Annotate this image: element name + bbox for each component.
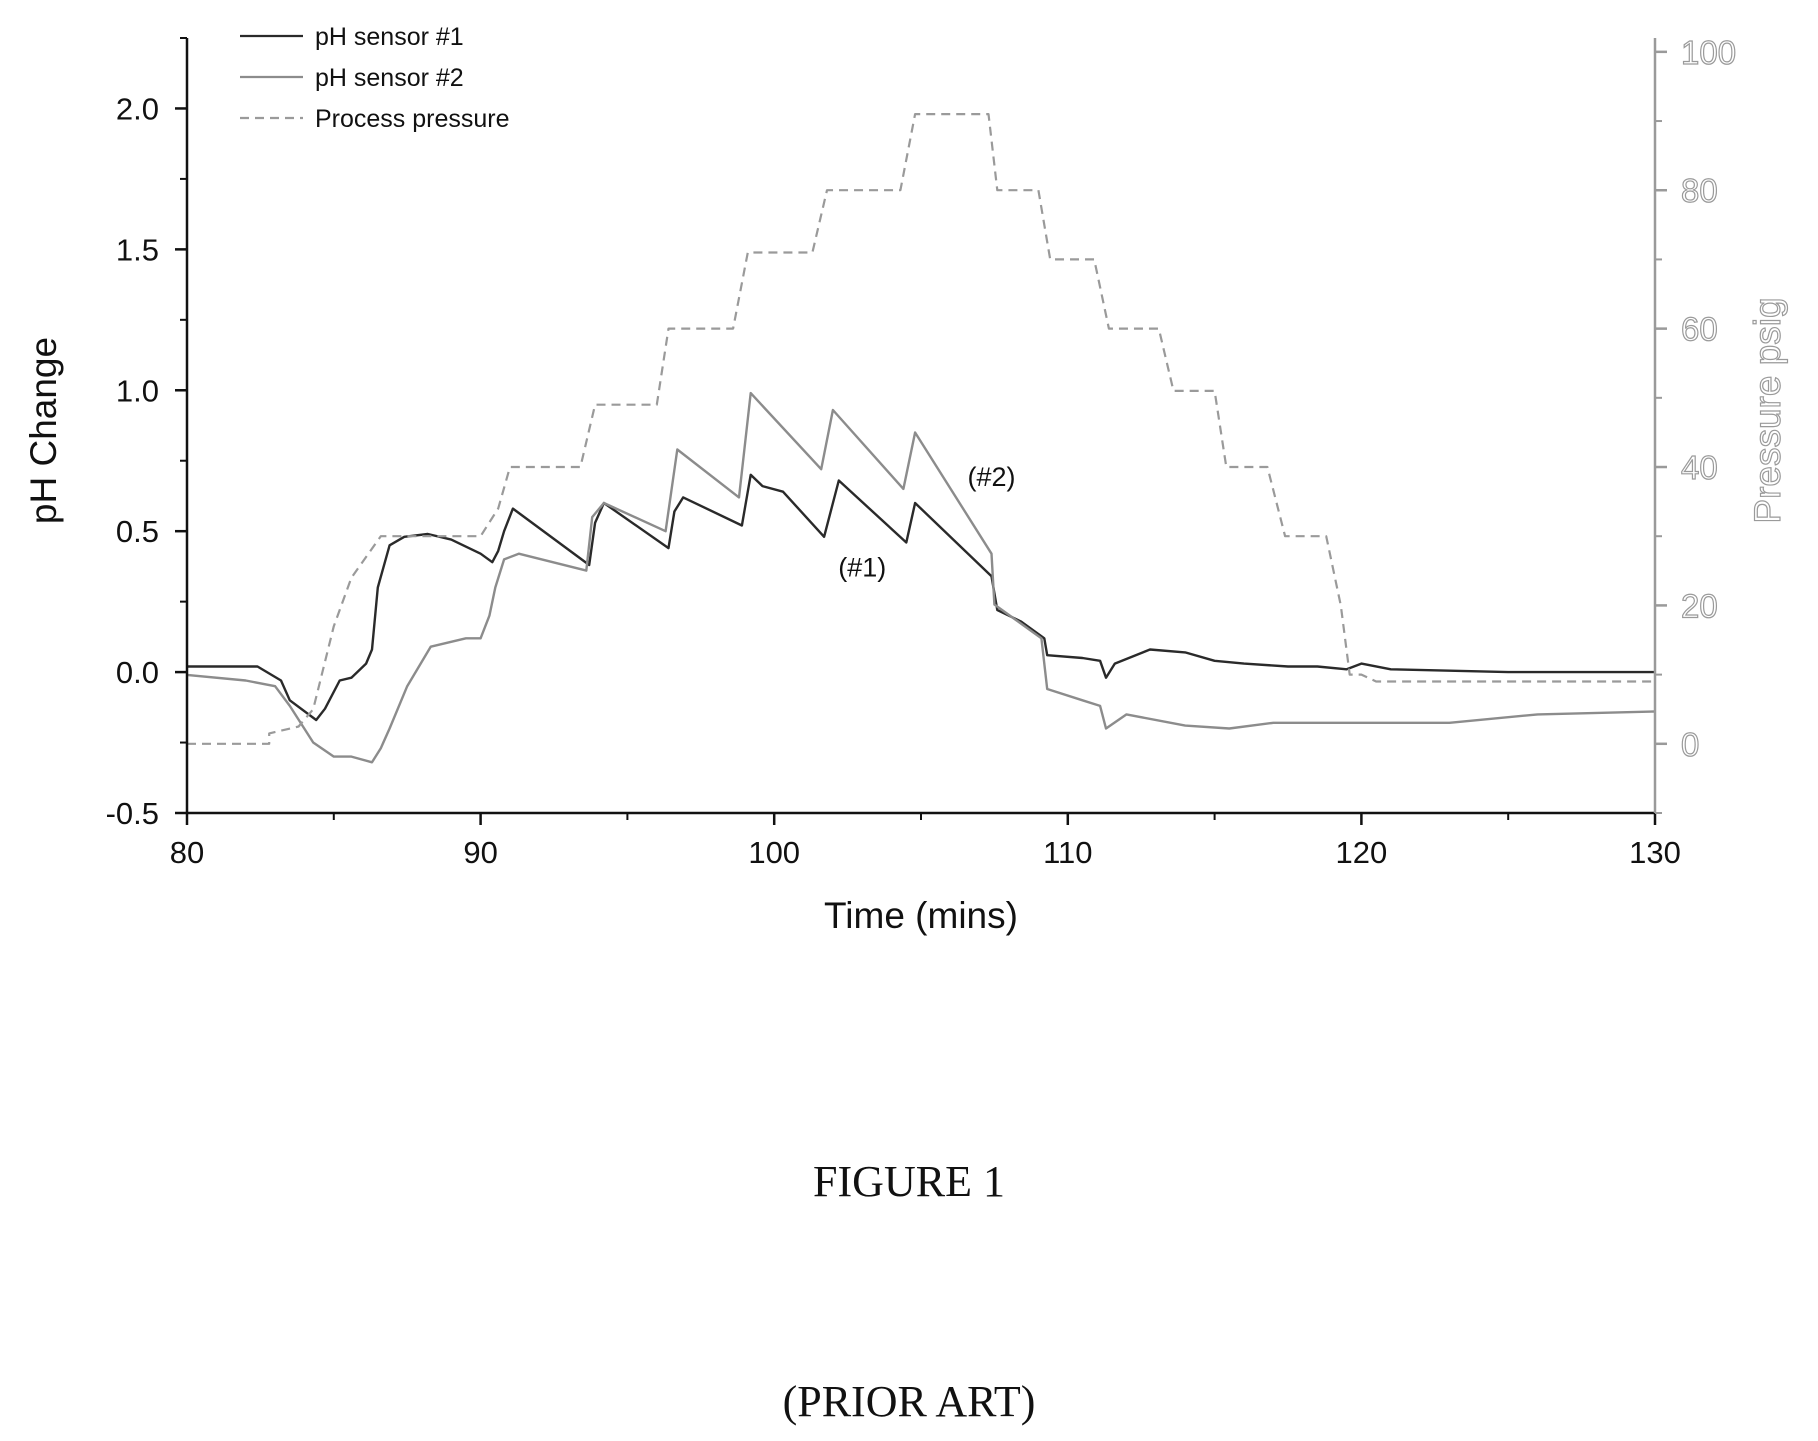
- y2-tick-label: 100: [1681, 34, 1736, 71]
- legend-label-1: pH sensor #1: [315, 23, 464, 51]
- y2-axis-title: Pressure psig: [1747, 297, 1788, 523]
- x-axis-title: Time (mins): [824, 895, 1018, 936]
- tick-labels: 80 90 100 110 120 130 -0.5 0.0 0.5 1.0 1.5 2.0 0 20 40…: [23, 33, 1789, 936]
- annotations: (#2) (#1): [838, 462, 1015, 582]
- prior-art-note: (PRIOR ART): [782, 1377, 1036, 1426]
- y-tick-label: 1.5: [116, 232, 159, 267]
- y2-tick-label: 0: [1681, 726, 1699, 763]
- y-tick-label: 0.0: [116, 655, 159, 690]
- series-line-1: [187, 473, 1655, 722]
- x-tick-label: 90: [463, 835, 497, 870]
- legend: pH sensor #1 pH sensor #2 Process pressure: [240, 23, 510, 133]
- y-tick-label: 0.5: [116, 514, 159, 549]
- x-tick-label: 80: [170, 835, 204, 870]
- series-line-2: [186, 391, 1656, 764]
- y-tick-label: 2.0: [116, 91, 159, 126]
- legend-label-2: pH sensor #2: [315, 64, 464, 92]
- axes: [175, 37, 1667, 825]
- x-tick-label: 130: [1629, 835, 1681, 870]
- y2-tick-label: 80: [1681, 172, 1718, 209]
- annotation-1: (#2): [967, 462, 1015, 492]
- y2-tick-label: 60: [1681, 311, 1718, 348]
- x-tick-label: 100: [748, 835, 800, 870]
- legend-label-3: Process pressure: [315, 105, 510, 133]
- y-tick-label: -0.5: [106, 796, 159, 831]
- y2-tick-label: 20: [1681, 587, 1718, 624]
- x-tick-label: 120: [1336, 835, 1388, 870]
- x-tick-label: 110: [1043, 835, 1092, 870]
- y-axis-title: pH Change: [23, 337, 64, 524]
- annotation-2: (#1): [838, 552, 886, 582]
- figure-caption: FIGURE 1: [813, 1157, 1005, 1206]
- y-tick-label: 1.0: [116, 373, 159, 408]
- y2-tick-label: 40: [1681, 449, 1718, 486]
- plot-area: [186, 112, 1656, 764]
- series-line-3: [187, 112, 1655, 745]
